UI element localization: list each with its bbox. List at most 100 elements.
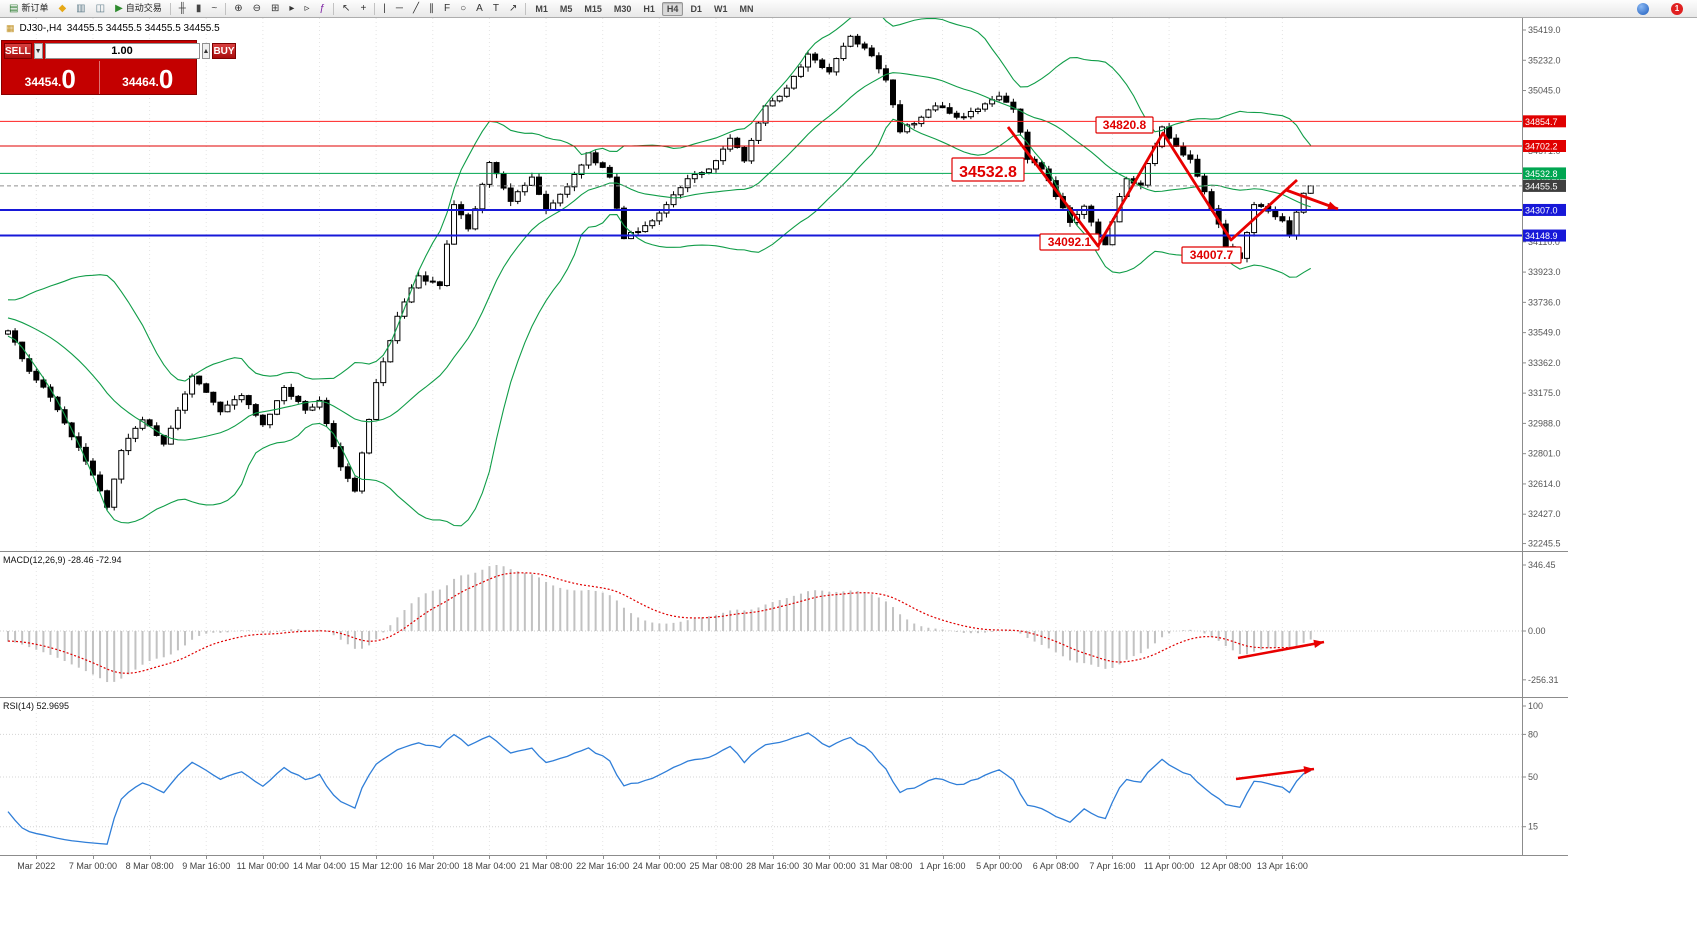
notification-badge[interactable]: 1 — [1671, 2, 1683, 15]
sell-price-big: 0 — [61, 64, 76, 94]
timeframe-MN[interactable]: MN — [739, 3, 754, 14]
time-axis-label: 31 Mar 08:00 — [859, 861, 913, 871]
time-axis-label: 6 Apr 08:00 — [1032, 861, 1079, 871]
svg-text:34854.7: 34854.7 — [1525, 117, 1558, 127]
toolbar-separator — [374, 2, 376, 15]
price-axis-label: 32614.0 — [1528, 479, 1561, 489]
timeframe-M15[interactable]: M15 — [584, 3, 602, 14]
toolbar-arrows-button[interactable]: ↗ — [505, 0, 521, 17]
buy-price[interactable]: 34464. 0 — [100, 61, 197, 94]
toolbar-cursor-button[interactable]: ↖ — [338, 0, 354, 17]
main-price-chart[interactable]: 35419.035232.035045.034858.034671.034484… — [0, 18, 1568, 551]
time-axis-tick — [489, 856, 491, 859]
timeframe-D1[interactable]: D1 — [690, 3, 702, 14]
price-row: 34454. 0 34464. 0 — [2, 61, 196, 94]
toolbar-chart-shift-button[interactable]: ▹ — [300, 0, 313, 17]
time-axis-label: 11 Apr 00:00 — [1143, 861, 1195, 871]
toolbar-candlestick-mode-button[interactable]: ▮ — [192, 0, 206, 17]
new-order-icon: ▤ — [9, 2, 19, 14]
macd-axis-label: 0.00 — [1528, 626, 1546, 636]
buy-price-big: 0 — [158, 64, 174, 94]
time-axis-label: 25 Mar 08:00 — [689, 861, 743, 871]
toolbar-channel-button[interactable]: ∥ — [425, 0, 438, 17]
volume-down-icon[interactable]: ▼ — [33, 43, 43, 59]
community-icon[interactable] — [1637, 2, 1649, 15]
toolbar-autotrading-button[interactable]: ▶ 自动交易 — [111, 0, 166, 17]
toolbar-separator — [333, 2, 335, 15]
toolbar-auto-scroll-button[interactable]: ▸ — [285, 0, 298, 17]
timeframe-W1[interactable]: W1 — [713, 3, 728, 14]
time-axis-tick — [1225, 856, 1227, 859]
trendline-icon: ╱ — [412, 2, 420, 14]
svg-text:34307.0: 34307.0 — [1525, 205, 1558, 215]
toolbar-text-button[interactable]: A — [472, 0, 487, 17]
toolbar-text-label-button[interactable]: T — [489, 0, 503, 17]
price-axis-label: 32801.0 — [1528, 449, 1561, 459]
toolbar-vertical-line-button[interactable]: | — [379, 0, 390, 17]
time-axis-tick — [1169, 856, 1171, 859]
zoom-in-icon: ⊕ — [234, 2, 243, 14]
rsi-panel[interactable]: 100 80 50 15 — [0, 697, 1568, 855]
svg-text:34532.8: 34532.8 — [1525, 169, 1558, 179]
toolbar-bar-chart-mode-button[interactable]: ╫ — [175, 0, 190, 17]
timeframe-M30[interactable]: M30 — [613, 3, 632, 14]
toolbar-separator — [525, 2, 527, 15]
chart-title: ▦ DJ30-,H4 34455.5 34455.5 34455.5 34455… — [6, 23, 220, 34]
one-click-trade-panel: SELL ▼ ▲ BUY 34454. 0 34464. 0 — [1, 40, 236, 95]
price-annotation: 34820.8 — [1103, 118, 1147, 132]
trend-drawings — [1006, 126, 1339, 248]
price-axis-label: 32427.0 — [1528, 509, 1561, 519]
price-axis: 35419.035232.035045.034858.034671.034484… — [1522, 18, 1566, 551]
macd-histogram — [7, 565, 1312, 683]
toolbar-fibonacci-button[interactable]: F — [440, 0, 454, 17]
price-annotation: 34532.8 — [959, 164, 1017, 181]
toolbar-shapes-button[interactable]: ○ — [456, 0, 470, 17]
toolbar-new-order-button[interactable]: ▤ 新订单 — [5, 0, 52, 17]
rsi-axis-label: 15 — [1528, 822, 1538, 832]
annotations: 34820.8 34532.8 34092.1 34007.7 — [951, 116, 1242, 264]
toolbar-data-window-button[interactable]: ◫ — [92, 0, 109, 17]
fibonacci-icon: F — [444, 2, 451, 14]
rsi-axis-label: 50 — [1528, 772, 1538, 782]
volume-up-icon[interactable]: ▲ — [201, 43, 211, 59]
toolbar-print-button[interactable]: ▥ — [72, 0, 89, 17]
toolbar-horizontal-line-button[interactable]: ─ — [392, 0, 407, 17]
indicators-icon: ƒ — [319, 2, 326, 14]
volume-input[interactable] — [44, 43, 200, 59]
toolbar-crosshair-button[interactable]: + — [356, 0, 370, 17]
toolbar-separator — [169, 2, 171, 15]
toolbar-line-chart-mode-button[interactable]: ~ — [207, 0, 221, 17]
svg-text:34455.5: 34455.5 — [1525, 181, 1558, 191]
time-axis-label: 18 Mar 04:00 — [462, 861, 516, 871]
time-axis-label: 30 Mar 00:00 — [802, 861, 856, 871]
sell-button[interactable]: SELL — [4, 43, 32, 59]
chart-symbol-icon: ▦ — [6, 23, 15, 33]
time-axis-tick — [942, 856, 944, 859]
macd-panel[interactable]: 346.45 0.00 -256.31 — [0, 551, 1568, 697]
chart-window[interactable]: 35419.035232.035045.034858.034671.034484… — [0, 18, 1568, 875]
sell-price[interactable]: 34454. 0 — [2, 61, 99, 94]
timeframe-H4[interactable]: H4 — [661, 1, 684, 16]
price-axis-label: 35419.0 — [1528, 25, 1561, 35]
toolbar-separator — [225, 2, 227, 15]
toolbar-zoom-out-button[interactable]: ⊖ — [249, 0, 265, 17]
toolbar-trendline-button[interactable]: ╱ — [409, 0, 423, 17]
time-axis-tick — [885, 856, 887, 859]
time-axis-label: 8 Mar 08:00 — [125, 861, 174, 871]
time-axis-tick — [1282, 856, 1284, 859]
rsi-axis-label: 80 — [1528, 729, 1538, 739]
print-icon: ▥ — [76, 2, 86, 14]
toolbar-zoom-in-button[interactable]: ⊕ — [230, 0, 246, 17]
buy-button[interactable]: BUY — [212, 43, 236, 59]
timeframe-M5[interactable]: M5 — [559, 3, 573, 14]
time-axis-tick — [772, 856, 774, 859]
timeframe-H1[interactable]: H1 — [643, 3, 655, 14]
trade-row: SELL ▼ ▲ BUY — [2, 41, 236, 61]
macd-signal-line — [7, 572, 1311, 674]
rsi-line — [7, 732, 1311, 845]
time-axis-tick — [376, 856, 378, 859]
toolbar-tile-windows-button[interactable]: ⊞ — [267, 0, 283, 17]
timeframe-M1[interactable]: M1 — [535, 3, 548, 14]
toolbar-indicators-button[interactable]: ƒ — [315, 0, 329, 17]
toolbar-chart-shot-button[interactable]: ◆ — [54, 0, 70, 17]
